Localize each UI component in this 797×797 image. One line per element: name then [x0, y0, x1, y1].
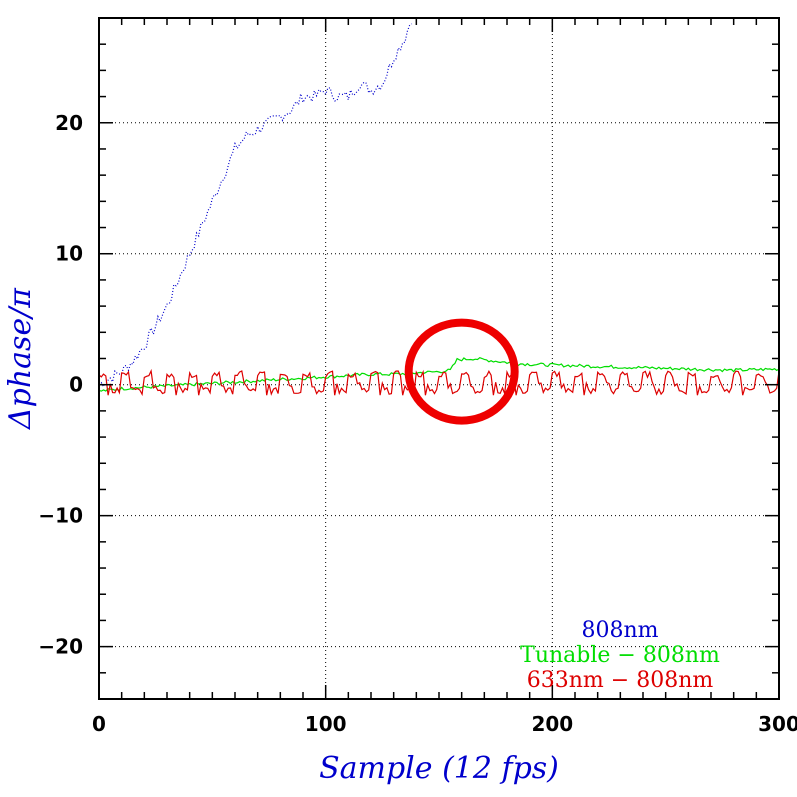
- x-tick-label: 200: [531, 712, 573, 736]
- series-line-1: [99, 357, 779, 392]
- legend-entry: 808nm: [581, 618, 658, 643]
- y-tick-label: −20: [38, 635, 83, 659]
- x-axis-label: Sample (12 fps): [319, 751, 559, 786]
- y-tick-label: −10: [38, 504, 83, 528]
- y-tick-label: 0: [69, 373, 83, 397]
- y-axis-label: Δphase/π: [3, 287, 38, 430]
- series-line-0: [99, 23, 413, 388]
- y-tick-label: 10: [55, 242, 83, 266]
- highlight-circle: [404, 318, 519, 425]
- ticks: 0 100 200 300 −20 −10 0 10 20: [38, 17, 797, 736]
- legend-entry: Tunable − 808nm: [520, 643, 720, 668]
- annotation-layer: [404, 318, 519, 425]
- x-tick-label: 300: [758, 712, 797, 736]
- series-line-2: [99, 368, 779, 397]
- y-tick-label: 20: [55, 111, 83, 135]
- x-tick-label: 100: [305, 712, 347, 736]
- grid: [99, 18, 779, 699]
- legend-entry: 633nm − 808nm: [527, 668, 714, 693]
- x-tick-label: 0: [92, 712, 106, 736]
- plot-frame: [98, 17, 780, 700]
- series-layer: [99, 23, 779, 397]
